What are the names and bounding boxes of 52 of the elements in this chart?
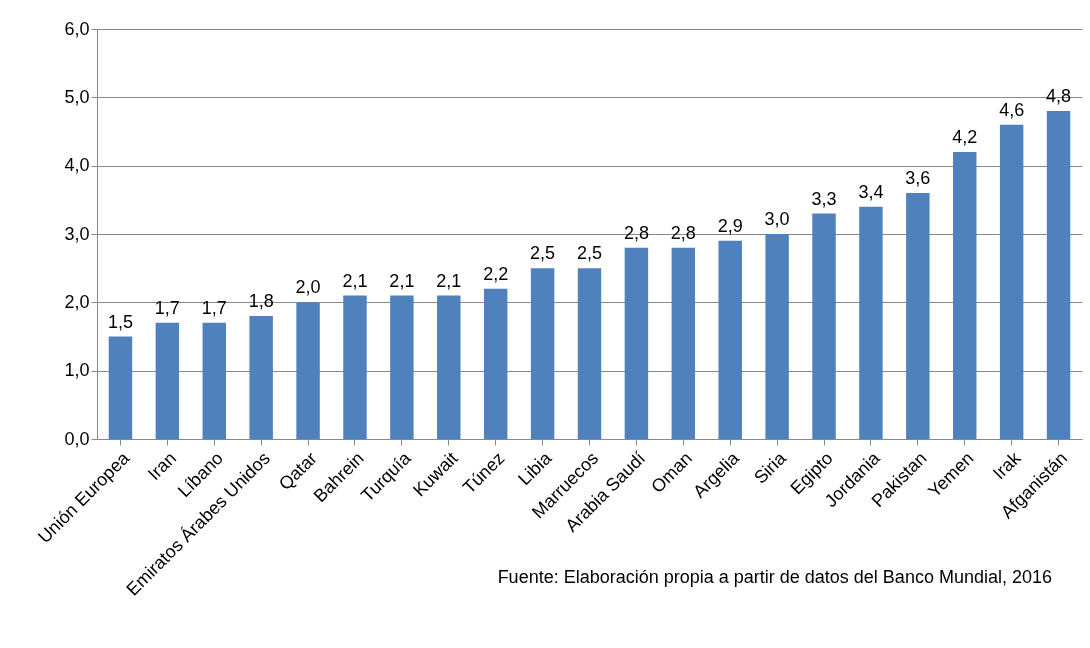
bar — [437, 295, 461, 439]
bar — [812, 213, 836, 439]
data-label: 3,6 — [905, 168, 931, 188]
bar — [108, 336, 133, 439]
data-label: 3,3 — [811, 188, 837, 209]
source-note: Fuente: Elaboración propia a partir de datos del Banco Mundial, 2016 — [497, 566, 1052, 587]
bar — [765, 234, 789, 439]
data-label: 1,8 — [248, 291, 274, 311]
bar — [718, 240, 742, 439]
data-label: 2,1 — [389, 270, 415, 291]
data-label: 2,1 — [342, 270, 368, 291]
bar — [906, 193, 930, 439]
bar — [202, 322, 226, 439]
y-tick-label: 4,0 — [64, 155, 90, 176]
bar — [296, 302, 320, 439]
y-tick-label: 6,0 — [64, 18, 90, 39]
data-label: 3,0 — [764, 209, 790, 229]
bar — [483, 288, 508, 439]
data-label: 1,7 — [154, 297, 180, 318]
y-tick-label: 1,0 — [64, 360, 90, 381]
data-label: 2,9 — [717, 215, 743, 236]
bar — [343, 295, 367, 439]
y-tick-label: 3,0 — [64, 223, 90, 244]
data-label: 4,2 — [952, 127, 978, 147]
bar — [999, 124, 1024, 439]
y-tick-label: 0,0 — [64, 428, 90, 449]
bar — [390, 295, 414, 439]
data-label: 2,5 — [576, 243, 603, 264]
x-tick-label: Iran — [144, 448, 181, 485]
data-label: 2,8 — [670, 222, 696, 243]
data-label: 2,0 — [295, 277, 321, 298]
data-label: 2,8 — [623, 222, 649, 243]
bar — [530, 268, 555, 439]
bar — [953, 152, 977, 439]
bar — [1046, 111, 1071, 439]
bar — [155, 322, 180, 439]
y-tick-label: 2,0 — [64, 291, 90, 312]
bar — [671, 247, 696, 439]
data-label: 1,5 — [107, 311, 133, 332]
bar — [624, 247, 649, 439]
data-label: 2,2 — [483, 263, 509, 284]
bar — [577, 268, 602, 439]
x-tick-label: Siria — [750, 447, 791, 488]
data-label: 3,4 — [858, 181, 884, 202]
data-label: 4,6 — [999, 99, 1025, 120]
data-label: 1,7 — [201, 297, 227, 318]
data-label: 4,8 — [1046, 86, 1072, 106]
bar — [249, 316, 273, 439]
data-label: 2,1 — [436, 270, 462, 291]
data-label: 2,5 — [530, 243, 556, 264]
bar — [859, 206, 883, 439]
y-tick-label: 5,0 — [64, 86, 90, 107]
